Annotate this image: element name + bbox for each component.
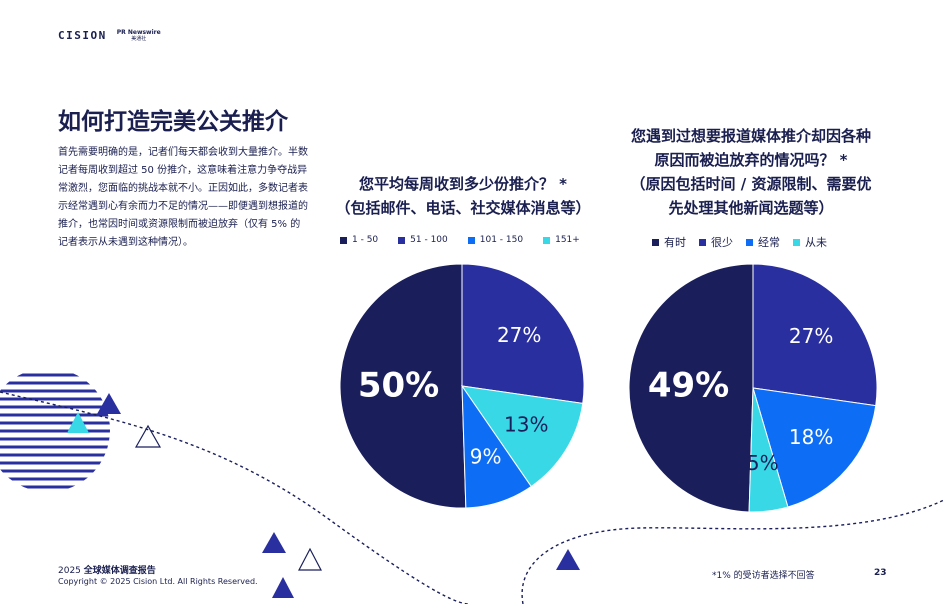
pie-chart-abandoned-pitches: 49% 27% 18% 5%: [629, 264, 877, 512]
chart1-question-line: 您平均每周收到多少份推介？ *: [358, 175, 568, 193]
pie-slice-51-100: [461, 264, 584, 404]
pie-data-label: 9%: [470, 444, 502, 468]
footer-copyright: Copyright © 2025 Cision Ltd. All Rights …: [58, 577, 258, 586]
pie-data-label: 13%: [504, 412, 548, 436]
triangle-decoration: [556, 549, 580, 570]
chart1-question-line: （包括邮件、电话、社交媒体消息等）: [335, 199, 591, 217]
legend-swatch: [398, 236, 406, 244]
pie-data-label: 27%: [789, 324, 833, 348]
legend-item: 51 - 100: [398, 235, 448, 245]
legend-swatch: [699, 238, 706, 246]
pie-data-label: 50%: [358, 366, 439, 406]
chart2-question-line: 先处理其他新闻选题等）: [668, 199, 834, 217]
triangle-decoration: [97, 393, 121, 414]
pie-data-label: 49%: [648, 365, 729, 405]
legend-swatch: [652, 238, 659, 246]
footer-report-title: 2025 全球媒体调查报告: [58, 566, 156, 576]
pie-data-label: 18%: [789, 425, 833, 449]
page-number: 23: [874, 568, 887, 578]
pie-data-label: 5%: [747, 451, 779, 475]
legend-item: 151+: [543, 235, 580, 245]
legend-item: 101 - 150: [467, 235, 523, 245]
pie-data-label: 27%: [497, 323, 541, 347]
triangle-decoration: [272, 577, 294, 598]
chart2-question-line: 原因而被迫放弃的情况吗？ *: [654, 151, 848, 169]
chart2-question-line: （原因包括时间 / 资源限制、需要优: [630, 175, 872, 193]
intro-paragraph: 首先需要明确的是，记者们每天都会收到大量推介。半数记者每周收到超过 50 份推介…: [58, 147, 308, 248]
triangle-decoration: [134, 424, 162, 448]
triangle-decoration: [67, 412, 89, 433]
dotted-curve: [0, 391, 471, 604]
pie-slice-有时: [629, 264, 754, 512]
brand-logo: CISION PR Newswire 美通社: [58, 29, 161, 42]
striped-circle-left: [0, 373, 110, 489]
legend-item: 很少: [699, 234, 733, 250]
triangle-decoration: [262, 532, 286, 553]
pie-slice-1-50: [340, 264, 467, 508]
legend-swatch: [340, 236, 347, 244]
legend-item: 有时: [652, 234, 686, 250]
chart1-question: 您平均每周收到多少份推介？ * （包括邮件、电话、社交媒体消息等）: [318, 172, 608, 220]
chart2-question-line: 您遇到过想要报道媒体推介却因各种: [630, 127, 871, 145]
legend-item: 经常: [746, 234, 780, 250]
pie-slice-从未: [748, 387, 789, 512]
chart1-legend: 1 - 50 51 - 100 101 - 150 151+: [340, 235, 580, 245]
footnote: *1% 的受访者选择不回答: [712, 571, 815, 581]
pie-slice-101-150: [460, 385, 584, 488]
chart2-legend: 有时 很少 经常 从未: [652, 234, 827, 250]
pie-slice-151+: [461, 384, 532, 508]
legend-item: 从未: [793, 234, 827, 250]
legend-swatch: [793, 238, 800, 246]
pie-chart-weekly-pitches: 50% 27% 13%9%: [340, 264, 584, 508]
legend-swatch: [543, 236, 551, 244]
pie-slice-很少: [752, 264, 877, 407]
cision-logo: CISION: [58, 29, 107, 42]
pie-slice-经常: [752, 387, 877, 508]
legend-item: 1 - 50: [340, 235, 378, 245]
dotted-curve: [521, 499, 944, 604]
chart2-question: 您遇到过想要报道媒体推介却因各种 原因而被迫放弃的情况吗？ * （原因包括时间 …: [605, 124, 897, 220]
triangle-decoration: [298, 547, 322, 571]
prnewswire-logo: PR Newswire 美通社: [116, 28, 161, 42]
page-title: 如何打造完美公关推介: [58, 109, 288, 135]
legend-swatch: [467, 236, 475, 244]
legend-swatch: [746, 238, 753, 246]
